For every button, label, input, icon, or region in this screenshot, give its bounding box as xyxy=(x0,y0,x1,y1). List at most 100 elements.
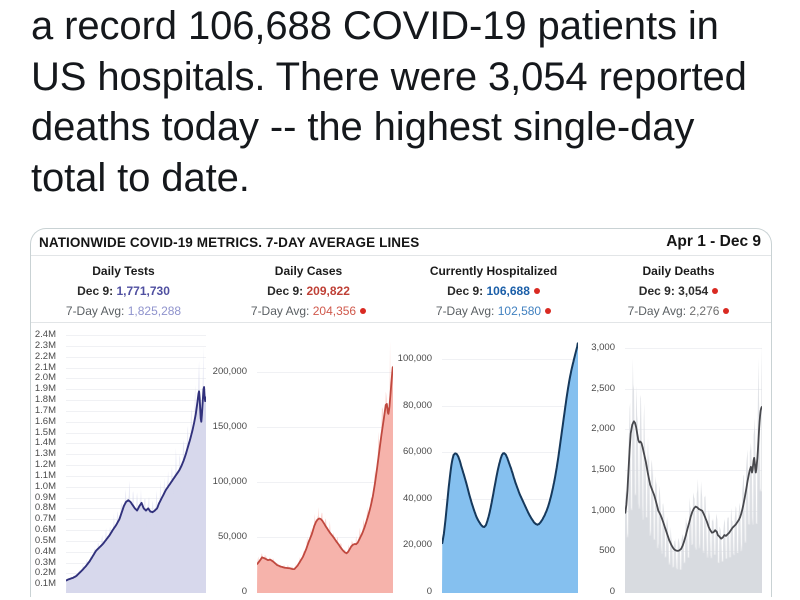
y-axis-tick-label: 2.4M xyxy=(34,329,56,341)
chart-currently-hospitalized xyxy=(442,342,578,593)
daily-bars-silhouette xyxy=(66,345,206,593)
stat-dec9-label: Dec 9: xyxy=(267,284,304,298)
y-axis-tick-label: 0 xyxy=(609,586,615,597)
y-axis-tick-label: 0.1M xyxy=(34,578,56,590)
red-dot-icon xyxy=(712,288,719,294)
chart-daily-tests xyxy=(66,335,206,593)
stat-dec9-label: Dec 9: xyxy=(638,284,675,298)
chart-daily-cases xyxy=(257,341,393,593)
seven-day-average-line xyxy=(442,342,578,545)
y-axis-tick-label: 1.1M xyxy=(34,469,56,481)
stat-avg-label: 7-Day Avg: xyxy=(435,304,495,318)
stat-dec9-label: Dec 9: xyxy=(77,284,114,298)
stat-avg-value: 1,825,288 xyxy=(127,304,182,318)
y-axis-tick-label: 2.3M xyxy=(34,339,56,351)
red-dot-icon xyxy=(360,308,367,314)
y-axis-tick-label: 1.4M xyxy=(34,437,56,449)
stat-dec9-value: 209,822 xyxy=(306,284,350,298)
y-axis-tick-label: 3,000 xyxy=(591,342,615,354)
seven-day-average-line xyxy=(257,366,393,570)
y-axis-tick-label: 1.6M xyxy=(34,415,56,427)
stat-column-daily-deaths: Daily Deaths Dec 9: 3,054 7-Day Avg: 2,2… xyxy=(586,256,771,322)
stat-avg-label: 7-Day Avg: xyxy=(250,304,310,318)
seven-day-average-line xyxy=(66,386,206,582)
stat-dec9-line: Dec 9: 106,688 xyxy=(401,281,586,301)
seven-day-average-line xyxy=(625,406,762,552)
red-dot-icon xyxy=(533,288,540,294)
stat-dec9-value: 1,771,730 xyxy=(116,284,170,298)
tweet-line-1: a record 106,688 COVID-19 patients in xyxy=(31,4,719,48)
y-axis-tick-label: 50,000 xyxy=(217,531,247,542)
stat-avg-line: 7-Day Avg: 2,276 xyxy=(586,301,771,321)
y-axis-tick-label: 1.0M xyxy=(34,480,56,492)
stat-dec9-line: Dec 9: 209,822 xyxy=(216,281,401,301)
stat-title: Currently Hospitalized xyxy=(429,264,558,278)
y-axis-tick-label: 2.0M xyxy=(34,372,56,384)
y-axis-tick-label: 0.8M xyxy=(34,502,56,514)
stat-avg-label: 7-Day Avg: xyxy=(65,304,125,318)
stat-dec9-label: Dec 9: xyxy=(447,284,484,298)
stat-avg-value: 204,356 xyxy=(312,304,357,318)
stat-title: Daily Tests xyxy=(92,264,155,278)
y-axis-tick-label: 20,000 xyxy=(402,539,432,551)
y-axis-tick-label: 1.8M xyxy=(34,394,56,406)
y-axis-tick-label: 2.2M xyxy=(34,350,56,362)
stats-row: Daily Tests Dec 9: 1,771,730 7-Day Avg: … xyxy=(31,256,771,323)
stat-dec9-value: 3,054 xyxy=(678,284,709,298)
y-axis-tick-label: 0.4M xyxy=(34,545,56,557)
stat-title: Daily Cases xyxy=(274,264,343,278)
stat-avg-line: 7-Day Avg: 102,580 xyxy=(401,301,586,321)
stat-dec9-line: Dec 9: 1,771,730 xyxy=(31,281,216,301)
stat-column-daily-tests: Daily Tests Dec 9: 1,771,730 7-Day Avg: … xyxy=(31,256,216,322)
y-axis-tick-label: 1.7M xyxy=(34,404,56,416)
tweet-line-3: deaths today -- the highest single-day xyxy=(31,105,695,150)
y-axis-tick-label: 0.7M xyxy=(34,513,56,525)
y-axis-tick-label: 1.9M xyxy=(34,383,56,395)
y-axis-tick-label: 80,000 xyxy=(402,399,432,411)
stat-avg-value: 2,276 xyxy=(689,304,720,318)
stat-avg-line: 7-Day Avg: 1,825,288 xyxy=(31,301,216,321)
y-axis-tick-label: 60,000 xyxy=(402,446,432,458)
y-axis-tick-label: 1,500 xyxy=(591,464,615,476)
stat-avg-line: 7-Day Avg: 204,356 xyxy=(216,301,401,321)
y-axis-tick-label: 1,000 xyxy=(591,504,615,516)
daily-bars-silhouette xyxy=(257,341,393,593)
y-axis-tick-label: 0 xyxy=(241,586,247,597)
red-dot-icon xyxy=(545,308,552,314)
tweet-line-2: US hospitals. There were 3,054 reported xyxy=(31,54,747,99)
red-dot-icon xyxy=(723,308,730,314)
y-axis-tick-label: 100,000 xyxy=(397,353,432,364)
panel-title: NATIONWIDE COVID-19 METRICS. 7-DAY AVERA… xyxy=(39,234,420,250)
stat-column-currently-hospitalized: Currently Hospitalized Dec 9: 106,688 7-… xyxy=(401,256,586,322)
stat-column-daily-cases: Daily Cases Dec 9: 209,822 7-Day Avg: 20… xyxy=(216,256,401,322)
y-axis-tick-label: 40,000 xyxy=(402,492,432,504)
y-axis-tick-label: 0.5M xyxy=(34,534,56,546)
y-axis-tick-label: 2,500 xyxy=(591,382,615,394)
y-axis-tick-label: 0.6M xyxy=(34,524,56,536)
y-axis-tick-label: 2,000 xyxy=(591,423,615,435)
stat-dec9-line: Dec 9: 3,054 xyxy=(586,281,771,301)
y-axis-tick-label: 200,000 xyxy=(212,366,247,377)
y-axis-tick-label: 1.5M xyxy=(34,426,56,438)
chart-daily-deaths xyxy=(625,343,762,593)
y-axis-tick-label: 0.3M xyxy=(34,556,56,568)
y-axis-tick-label: 0.9M xyxy=(34,491,56,503)
stat-title: Daily Deaths xyxy=(642,264,715,278)
y-axis-tick-label: 100,000 xyxy=(212,476,247,487)
y-axis-tick-label: 0 xyxy=(426,586,432,597)
daily-bars-silhouette xyxy=(625,343,762,593)
date-range-label: Apr 1 - Dec 9 xyxy=(666,233,761,250)
y-axis-tick-label: 1.2M xyxy=(34,459,56,471)
stat-avg-label: 7-Day Avg: xyxy=(627,304,687,318)
tweet-text: a record 106,688 COVID-19 patients in US… xyxy=(31,1,791,204)
tweet-line-4: total to date. xyxy=(31,156,250,201)
y-axis-tick-label: 0.2M xyxy=(34,567,56,579)
stat-dec9-value: 106,688 xyxy=(486,284,530,298)
y-axis-tick-label: 1.3M xyxy=(34,448,56,460)
y-axis-tick-label: 2.1M xyxy=(34,361,56,373)
panel-header: NATIONWIDE COVID-19 METRICS. 7-DAY AVERA… xyxy=(31,229,771,256)
y-axis-tick-label: 500 xyxy=(599,545,615,557)
covid-metrics-panel-image[interactable]: NATIONWIDE COVID-19 METRICS. 7-DAY AVERA… xyxy=(30,228,772,597)
stat-avg-value: 102,580 xyxy=(497,304,542,318)
y-axis-tick-label: 150,000 xyxy=(212,421,247,432)
